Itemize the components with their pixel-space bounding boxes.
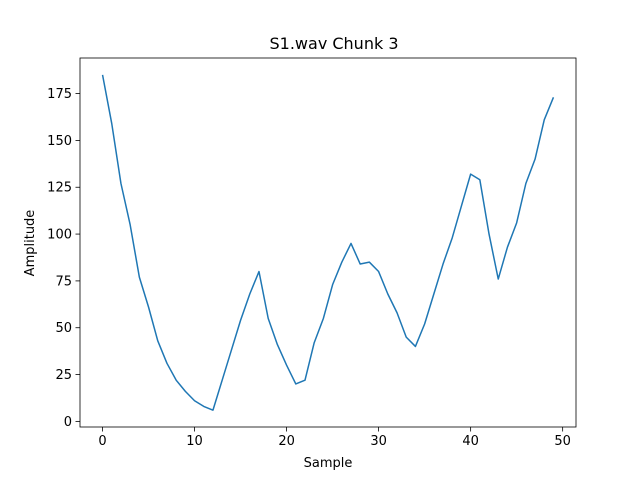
y-tick-label: 175 — [47, 87, 72, 102]
x-axis-label: Sample — [304, 456, 353, 471]
x-tick-label: 0 — [98, 434, 106, 449]
x-tick-label: 30 — [370, 434, 387, 449]
y-tick-label: 25 — [55, 368, 72, 383]
y-tick-label: 100 — [47, 228, 72, 243]
y-tick-label: 0 — [64, 415, 72, 430]
chart-title: S1.wav Chunk 3 — [270, 34, 399, 53]
y-tick-label: 75 — [55, 274, 72, 289]
x-tick-label: 40 — [462, 434, 479, 449]
y-axis-label: Amplitude — [23, 210, 38, 277]
x-axis: 0 10 20 30 40 50 — [98, 427, 571, 449]
y-axis: 0 25 50 75 100 125 150 175 — [47, 87, 80, 430]
x-tick-label: 50 — [554, 434, 571, 449]
series-line-0 — [101, 74, 555, 411]
y-tick-label: 50 — [55, 321, 72, 336]
plot-area — [79, 57, 577, 428]
plot-frame — [79, 57, 577, 428]
y-tick-label: 150 — [47, 134, 72, 149]
x-tick-label: 20 — [278, 434, 295, 449]
x-tick-label: 10 — [186, 434, 203, 449]
y-tick-label: 125 — [47, 181, 72, 196]
